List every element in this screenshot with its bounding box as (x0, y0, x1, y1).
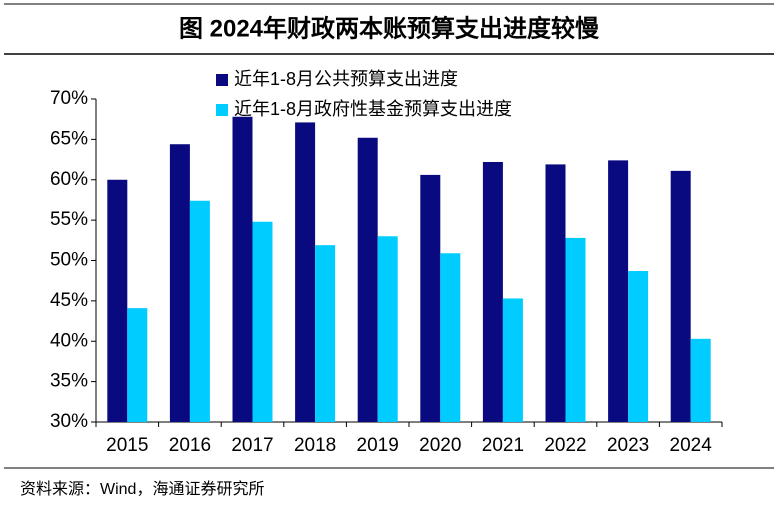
bar (482, 161, 503, 423)
y-tick-label: 40% (50, 330, 88, 351)
x-tick-label: 2018 (294, 435, 336, 456)
x-tick-label: 2024 (670, 435, 713, 456)
bar (502, 298, 523, 422)
x-tick-label: 2017 (231, 435, 273, 456)
bar (628, 270, 649, 422)
bar (690, 338, 711, 422)
source-note: 资料来源：Wind，海通证券研究所 (20, 480, 264, 498)
chart-title: 图 2024年财政两本账预算支出进度较慢 (179, 14, 600, 42)
bar (670, 170, 691, 422)
bar (565, 237, 586, 422)
x-tick-label: 2016 (169, 435, 211, 456)
y-tick-label: 70% (50, 88, 88, 109)
y-tick-label: 55% (50, 209, 88, 230)
x-tick-label: 2019 (357, 435, 399, 456)
x-tick-label: 2015 (106, 435, 148, 456)
y-tick-label: 65% (50, 128, 88, 149)
bar (189, 200, 210, 422)
bar (440, 253, 461, 422)
bar (107, 179, 128, 422)
bar (377, 236, 398, 422)
bar (357, 137, 378, 422)
legend-swatch (216, 74, 228, 86)
bar (295, 122, 316, 422)
y-tick-label: 45% (50, 290, 88, 311)
legend-swatch (216, 104, 228, 116)
x-tick-label: 2023 (607, 435, 649, 456)
bar (315, 245, 336, 422)
x-tick-label: 2022 (544, 435, 586, 456)
bar (420, 174, 441, 422)
legend-label: 近年1-8月公共预算支出进度 (234, 69, 458, 89)
x-tick-label: 2021 (482, 435, 524, 456)
bar (252, 221, 273, 422)
y-tick-label: 50% (50, 250, 88, 271)
x-tick-label: 2020 (419, 435, 461, 456)
bar (608, 160, 629, 422)
bar (169, 144, 190, 422)
y-tick-label: 60% (50, 169, 88, 190)
bar (545, 164, 566, 422)
bar (127, 308, 148, 422)
y-tick-label: 30% (50, 411, 88, 432)
legend-label: 近年1-8月政府性基金预算支出进度 (234, 99, 512, 119)
y-tick-label: 35% (50, 371, 88, 392)
bar (232, 116, 253, 422)
